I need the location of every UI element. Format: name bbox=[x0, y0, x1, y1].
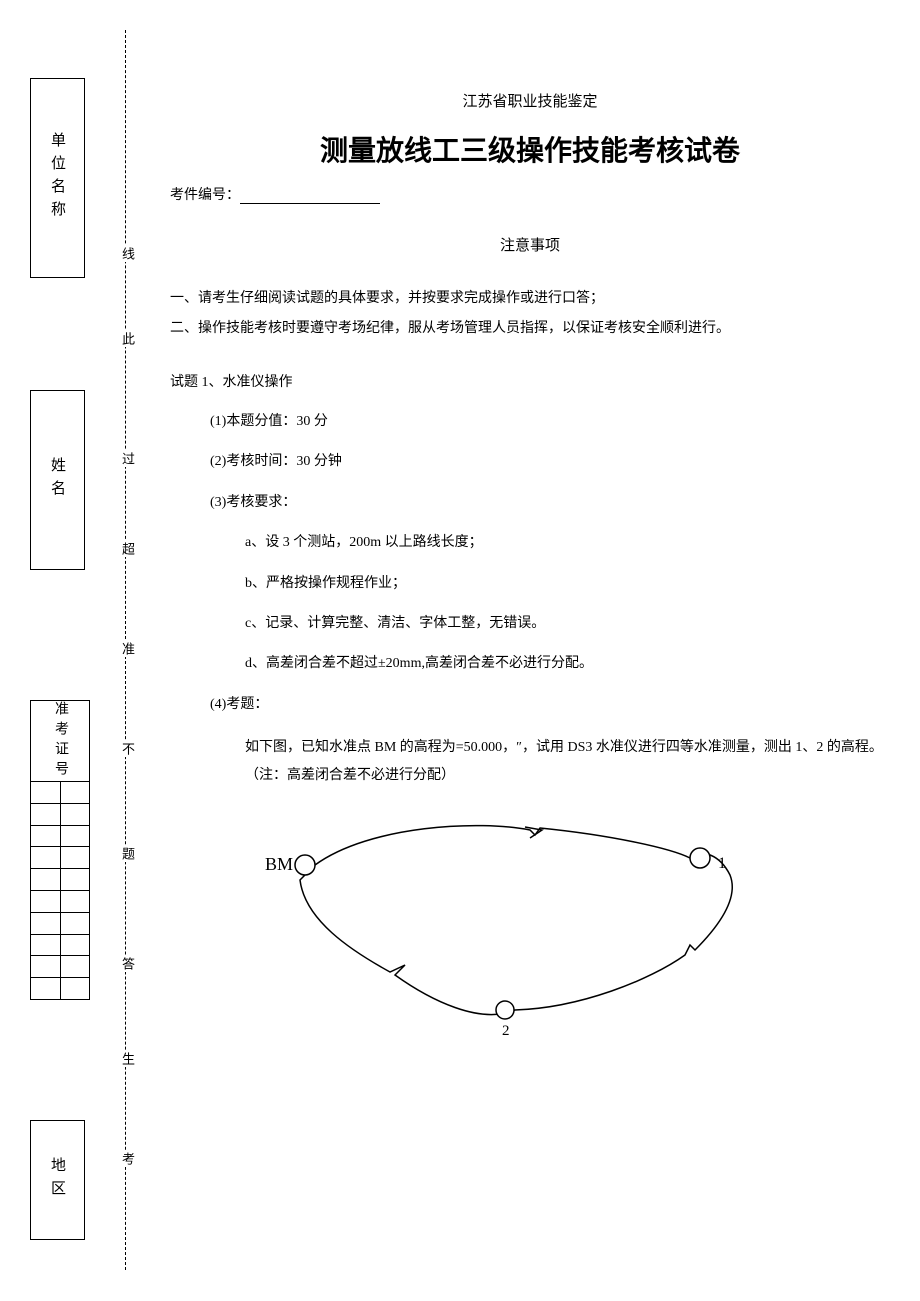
exam-id-label: 准考证号 bbox=[50, 701, 70, 781]
requirement-item: c、记录、计算完整、清洁、字体工整，无错误。 bbox=[245, 613, 890, 635]
binding-char: 不 bbox=[118, 740, 137, 757]
notice-item: 二、操作技能考核时要遵守考场纪律，服从考场管理人员指挥，以保证考核安全顺利进行。 bbox=[170, 315, 890, 343]
exam-id-cell bbox=[31, 935, 89, 957]
requirement-item: d、高差闭合差不超过±20mm,高差闭合差不必进行分配。 bbox=[245, 653, 890, 675]
diagram-svg: BM 1 2 bbox=[230, 800, 750, 1040]
label-2: 2 bbox=[502, 1023, 510, 1039]
page-title: 测量放线工三级操作技能考核试卷 bbox=[170, 129, 890, 169]
exam-id-cell bbox=[31, 913, 89, 935]
exam-no-field[interactable] bbox=[240, 190, 380, 204]
exam-id-cell bbox=[31, 978, 89, 999]
binding-char: 准 bbox=[118, 640, 137, 657]
question-title: 试题 1、水准仪操作 bbox=[170, 371, 890, 391]
name-box: 姓名 bbox=[30, 390, 85, 570]
exam-id-box: 准考证号 bbox=[30, 700, 90, 1000]
question-item: (3)考核要求： bbox=[210, 492, 890, 514]
question-item: (4)考题： bbox=[210, 694, 890, 716]
requirement-item: a、设 3 个测站，200m 以上路线长度； bbox=[245, 532, 890, 554]
loop-path bbox=[300, 826, 732, 1015]
binding-char: 超 bbox=[118, 540, 137, 557]
name-label: 姓名 bbox=[47, 457, 68, 503]
label-bm: BM bbox=[265, 854, 293, 874]
notice-item: 一、请考生仔细阅读试题的具体要求，并按要求完成操作或进行口答； bbox=[170, 285, 890, 313]
label-1: 1 bbox=[718, 855, 726, 872]
survey-diagram: BM 1 2 bbox=[230, 800, 890, 1045]
exam-id-cell bbox=[31, 826, 89, 848]
content-area: 江苏省职业技能鉴定 测量放线工三级操作技能考核试卷 考件编号： 注意事项 一、请… bbox=[170, 90, 890, 1045]
binding-char: 题 bbox=[118, 845, 137, 862]
region-box: 地区 bbox=[30, 1120, 85, 1240]
node-2 bbox=[496, 1001, 514, 1019]
binding-char: 考 bbox=[118, 1150, 137, 1167]
exam-id-cell bbox=[31, 869, 89, 891]
exam-id-cell bbox=[31, 847, 89, 869]
node-bm bbox=[295, 855, 315, 875]
region-label: 地区 bbox=[47, 1157, 68, 1203]
node-1 bbox=[690, 848, 710, 868]
binding-char: 答 bbox=[118, 955, 137, 972]
exam-no-label: 考件编号： bbox=[170, 188, 240, 203]
requirement-item: b、严格按操作规程作业； bbox=[245, 573, 890, 595]
question-text: 如下图，已知水准点 BM 的高程为=50.000，″，试用 DS3 水准仪进行四… bbox=[245, 734, 890, 790]
unit-name-label: 单位名称 bbox=[47, 132, 68, 224]
exam-id-cell bbox=[31, 956, 89, 978]
exam-id-cell bbox=[31, 891, 89, 913]
question-item: (2)考核时间：30 分钟 bbox=[210, 451, 890, 473]
question-item: (1)本题分值：30 分 bbox=[210, 411, 890, 433]
notice-title: 注意事项 bbox=[170, 234, 890, 255]
exam-id-cell bbox=[31, 804, 89, 826]
binding-char: 过 bbox=[118, 450, 137, 467]
binding-char: 线 bbox=[118, 245, 137, 262]
unit-name-box: 单位名称 bbox=[30, 78, 85, 278]
subtitle: 江苏省职业技能鉴定 bbox=[170, 90, 890, 111]
exam-no-row: 考件编号： bbox=[170, 184, 890, 204]
binding-char: 此 bbox=[118, 330, 137, 347]
binding-char: 生 bbox=[118, 1050, 137, 1067]
exam-id-cell bbox=[31, 782, 89, 804]
